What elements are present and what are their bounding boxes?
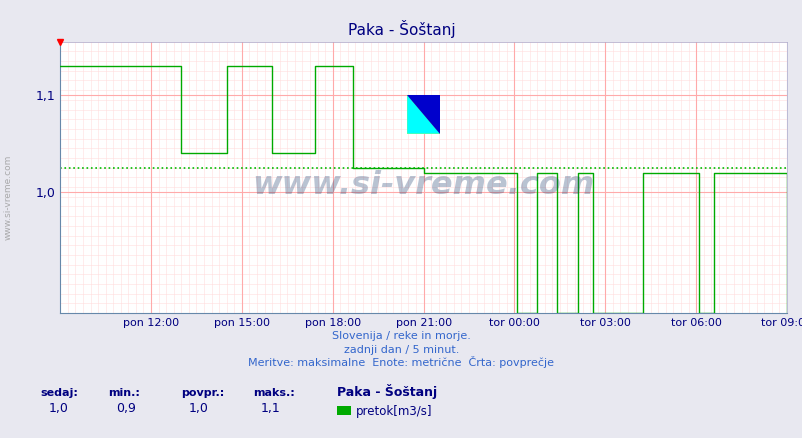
Text: maks.:: maks.: bbox=[253, 389, 294, 399]
Text: Slovenija / reke in morje.: Slovenija / reke in morje. bbox=[332, 332, 470, 342]
Text: Meritve: maksimalne  Enote: metrične  Črta: povprečje: Meritve: maksimalne Enote: metrične Črta… bbox=[248, 356, 554, 368]
Text: www.si-vreme.com: www.si-vreme.com bbox=[3, 155, 13, 240]
Text: pretok[m3/s]: pretok[m3/s] bbox=[355, 405, 431, 418]
Text: 1,0: 1,0 bbox=[188, 402, 209, 415]
Text: Paka - Šoštanj: Paka - Šoštanj bbox=[337, 385, 437, 399]
Polygon shape bbox=[407, 95, 439, 134]
Text: www.si-vreme.com: www.si-vreme.com bbox=[252, 170, 594, 201]
Text: 1,0: 1,0 bbox=[48, 402, 68, 415]
Polygon shape bbox=[407, 95, 439, 134]
Text: zadnji dan / 5 minut.: zadnji dan / 5 minut. bbox=[343, 345, 459, 355]
Text: sedaj:: sedaj: bbox=[40, 389, 78, 399]
Bar bbox=[407, 95, 439, 134]
Text: 0,9: 0,9 bbox=[116, 402, 136, 415]
Text: Paka - Šoštanj: Paka - Šoštanj bbox=[347, 20, 455, 38]
Text: min.:: min.: bbox=[108, 389, 140, 399]
Text: 1,1: 1,1 bbox=[261, 402, 281, 415]
Text: povpr.:: povpr.: bbox=[180, 389, 224, 399]
